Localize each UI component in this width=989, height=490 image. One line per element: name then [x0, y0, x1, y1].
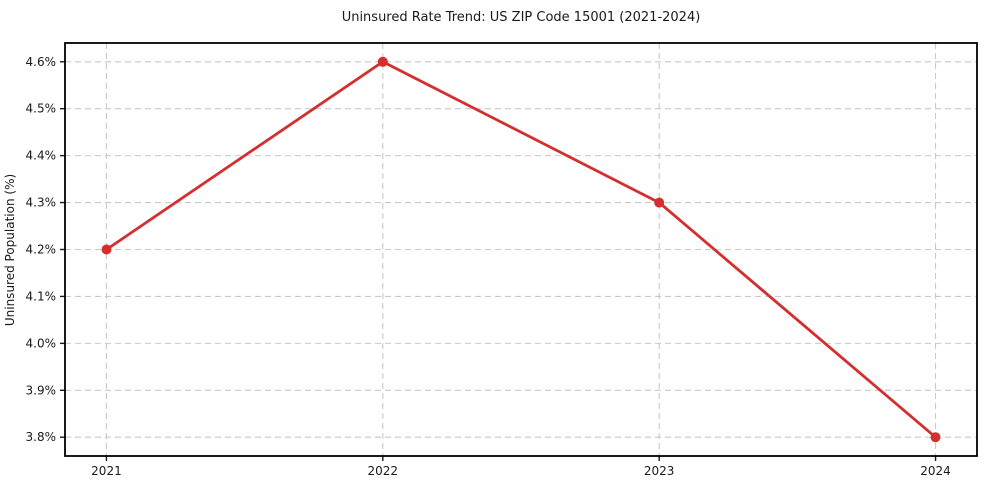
- y-tick-label: 4.4%: [26, 149, 57, 163]
- y-axis-label: Uninsured Population (%): [3, 174, 17, 326]
- y-tick-label: 4.1%: [26, 289, 57, 303]
- y-tick-label: 3.8%: [26, 430, 57, 444]
- y-tick-label: 4.3%: [26, 196, 57, 210]
- y-tick-label: 4.6%: [26, 55, 57, 69]
- data-point-marker: [930, 432, 941, 443]
- x-tick-label: 2024: [920, 464, 951, 478]
- data-point-marker: [654, 197, 665, 208]
- x-tick-label: 2021: [91, 464, 122, 478]
- gridlines: [65, 43, 977, 456]
- tick-labels: 3.8% 3.9% 4.0% 4.1% 4.2% 4.3% 4.4% 4.5% 4.6% 2021…: [26, 55, 951, 478]
- trend-line: [105, 60, 937, 439]
- data-points: [101, 56, 941, 443]
- data-point-marker: [101, 244, 112, 255]
- y-tick-label: 4.0%: [26, 336, 57, 350]
- y-tick-label: 4.5%: [26, 102, 57, 116]
- x-tick-label: 2023: [644, 464, 675, 478]
- data-point-marker: [377, 56, 388, 67]
- y-tick-label: 4.2%: [26, 243, 57, 257]
- chart-title: Uninsured Rate Trend: US ZIP Code 15001 …: [342, 10, 701, 25]
- y-tick-label: 3.9%: [26, 383, 57, 397]
- x-tick-label: 2022: [368, 464, 399, 478]
- plot-border: [64, 42, 978, 457]
